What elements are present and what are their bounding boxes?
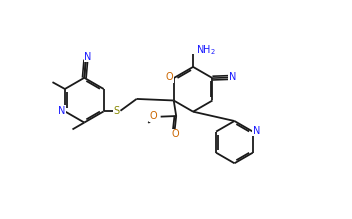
Text: NH$_2$: NH$_2$ xyxy=(196,44,216,57)
Text: N: N xyxy=(229,72,236,83)
Text: O: O xyxy=(165,72,173,82)
Text: O: O xyxy=(149,111,157,121)
Text: N: N xyxy=(253,126,260,136)
Text: N: N xyxy=(58,106,66,116)
Text: O: O xyxy=(171,129,179,139)
Text: S: S xyxy=(114,106,120,116)
Text: N: N xyxy=(84,52,92,62)
